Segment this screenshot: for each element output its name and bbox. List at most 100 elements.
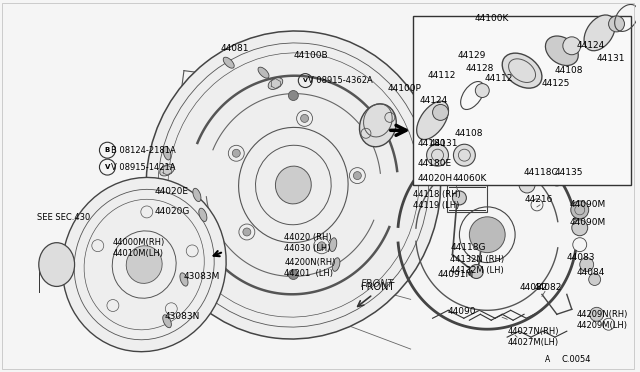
Ellipse shape <box>289 90 298 100</box>
Ellipse shape <box>469 217 505 253</box>
Ellipse shape <box>417 101 449 140</box>
Text: 44132N (RH): 44132N (RH) <box>451 255 504 264</box>
Ellipse shape <box>193 188 201 202</box>
Ellipse shape <box>223 57 234 68</box>
Ellipse shape <box>268 78 283 89</box>
Text: 44027N(RH): 44027N(RH) <box>507 327 559 336</box>
Ellipse shape <box>331 241 335 248</box>
Text: 44112: 44112 <box>484 74 513 83</box>
Text: 44118 (RH): 44118 (RH) <box>413 190 460 199</box>
Ellipse shape <box>195 191 199 199</box>
Ellipse shape <box>452 191 467 205</box>
Text: 44131: 44131 <box>429 139 458 148</box>
Text: 44180: 44180 <box>418 139 446 148</box>
Ellipse shape <box>180 273 188 286</box>
Text: 44216: 44216 <box>525 195 554 205</box>
Ellipse shape <box>199 208 207 221</box>
Ellipse shape <box>258 67 269 78</box>
Text: B: B <box>105 147 110 153</box>
Text: 44090: 44090 <box>447 307 476 316</box>
Ellipse shape <box>301 115 308 122</box>
Text: 44209M(LH): 44209M(LH) <box>577 321 628 330</box>
Text: 44201  (LH): 44201 (LH) <box>284 269 333 278</box>
Ellipse shape <box>469 264 483 279</box>
Text: 44020E: 44020E <box>154 187 188 196</box>
Ellipse shape <box>454 144 476 166</box>
Text: 44180E: 44180E <box>418 158 452 168</box>
Text: 44118G: 44118G <box>451 243 486 252</box>
Ellipse shape <box>427 144 449 166</box>
Text: 44030 (LH): 44030 (LH) <box>284 244 331 253</box>
Ellipse shape <box>433 105 449 121</box>
Text: 44020 (RH): 44020 (RH) <box>284 233 332 242</box>
Text: 44124: 44124 <box>577 41 605 50</box>
Ellipse shape <box>243 228 251 236</box>
Text: 44100B: 44100B <box>293 51 328 60</box>
Ellipse shape <box>200 211 205 219</box>
Ellipse shape <box>589 273 600 285</box>
Text: 44131: 44131 <box>596 54 625 63</box>
Text: 44084: 44084 <box>577 268 605 277</box>
Text: 44010M(LH): 44010M(LH) <box>113 249 163 258</box>
Ellipse shape <box>165 149 169 157</box>
Bar <box>413 16 632 185</box>
Text: FRONT: FRONT <box>361 282 394 292</box>
Ellipse shape <box>289 270 298 279</box>
Text: 44020G: 44020G <box>154 207 189 217</box>
Ellipse shape <box>330 238 337 251</box>
Ellipse shape <box>275 166 311 204</box>
Text: 44112: 44112 <box>428 71 456 80</box>
Text: 44129: 44129 <box>458 51 486 60</box>
Ellipse shape <box>572 220 588 236</box>
Ellipse shape <box>360 104 396 147</box>
Ellipse shape <box>584 15 615 51</box>
Ellipse shape <box>571 201 589 219</box>
Text: 44108: 44108 <box>555 66 584 75</box>
Ellipse shape <box>519 177 535 193</box>
Ellipse shape <box>260 70 267 76</box>
Text: V: V <box>105 164 110 170</box>
Ellipse shape <box>476 84 489 97</box>
Ellipse shape <box>502 53 542 88</box>
Text: C.0054: C.0054 <box>562 355 591 363</box>
Text: 44081: 44081 <box>221 44 249 53</box>
Text: B 08124-2181A: B 08124-2181A <box>111 146 176 155</box>
Text: 44100P: 44100P <box>388 84 422 93</box>
Text: 44108: 44108 <box>454 129 483 138</box>
Text: 44000M(RH): 44000M(RH) <box>113 238 164 247</box>
Ellipse shape <box>589 307 604 321</box>
Ellipse shape <box>126 246 162 283</box>
Text: V 08915-4362A: V 08915-4362A <box>308 76 373 85</box>
Text: 44060K: 44060K <box>452 174 487 183</box>
Text: 43083M: 43083M <box>184 272 220 281</box>
Ellipse shape <box>225 60 232 66</box>
Text: 44119 (LH): 44119 (LH) <box>413 201 459 211</box>
Ellipse shape <box>163 315 172 328</box>
Ellipse shape <box>160 164 174 176</box>
Text: 43083N: 43083N <box>164 312 200 321</box>
Ellipse shape <box>62 177 226 352</box>
Ellipse shape <box>146 31 441 339</box>
Ellipse shape <box>332 258 340 271</box>
Ellipse shape <box>334 261 339 269</box>
Text: 44082: 44082 <box>519 283 547 292</box>
Text: 44020H: 44020H <box>418 174 452 183</box>
Text: 44124: 44124 <box>420 96 448 105</box>
Ellipse shape <box>317 242 326 250</box>
Text: 44100K: 44100K <box>474 15 509 23</box>
Ellipse shape <box>609 16 625 32</box>
Text: 44132M (LH): 44132M (LH) <box>451 266 504 275</box>
Text: 44128: 44128 <box>465 64 494 73</box>
Text: 44090M: 44090M <box>570 218 606 227</box>
Ellipse shape <box>164 318 170 325</box>
Ellipse shape <box>163 147 171 160</box>
Text: V: V <box>303 78 308 83</box>
Text: SEE SEC.430: SEE SEC.430 <box>36 213 90 222</box>
Text: A: A <box>545 355 550 363</box>
Ellipse shape <box>580 257 594 272</box>
Text: V 08915-1421A: V 08915-1421A <box>111 163 176 171</box>
Ellipse shape <box>563 37 580 55</box>
Text: 44083: 44083 <box>567 253 595 262</box>
Bar <box>447 182 487 212</box>
Text: 44090M: 44090M <box>570 201 606 209</box>
